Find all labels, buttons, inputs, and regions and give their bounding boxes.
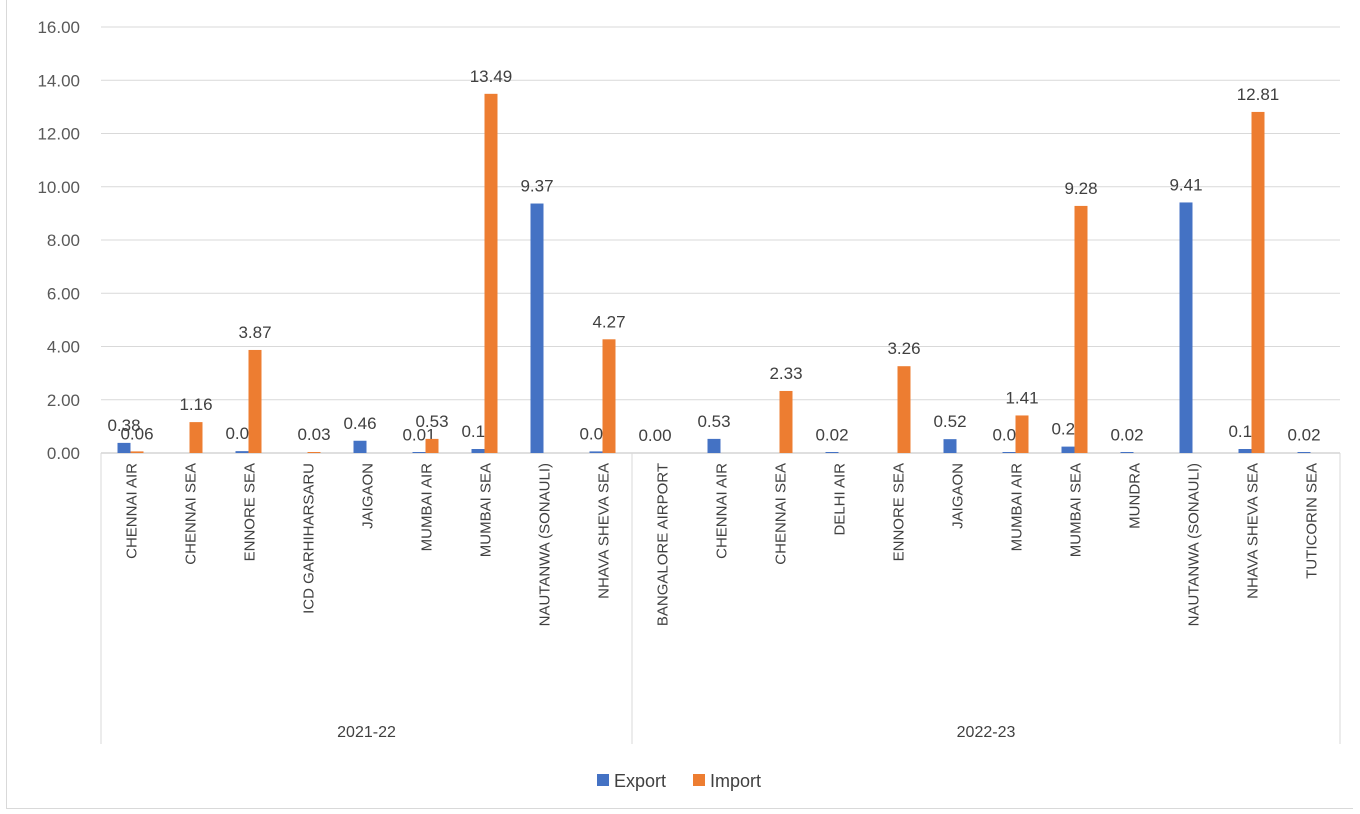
bar-export [117,442,131,453]
data-label-import: 13.49 [470,67,513,86]
group-label: 2021-22 [337,724,396,741]
bar-export [235,451,249,453]
data-label-export: 0.02 [815,425,848,444]
bar-export [1002,452,1016,453]
bar-import [602,339,616,453]
data-label-export: 9.41 [1169,175,1202,194]
bar-export [825,452,839,453]
data-label-export: 0.38 [107,416,140,435]
category-label: MUNDRA [1127,463,1144,529]
y-tick-label: 10.00 [37,178,80,197]
bar-export [412,452,426,453]
data-label-export: 0.52 [933,412,966,431]
data-label-import: 2.33 [769,364,802,383]
bar-import [425,438,439,453]
data-label-export: 0.02 [1110,425,1143,444]
chart-frame [6,0,1353,809]
category-label: ENNORE SEA [242,463,259,561]
bar-import [779,390,793,453]
data-label-export: 0.46 [343,414,376,433]
y-tick-label: 6.00 [47,284,80,303]
y-tick-label: 0.00 [47,444,80,463]
bar-export [1120,452,1134,453]
bar-import [248,349,262,453]
y-tick-label: 4.00 [47,338,80,357]
category-label: NHAVA SHEVA SEA [596,463,613,599]
bar-import [1074,205,1088,453]
category-label: ICD GARHIHARSARU [301,463,318,614]
data-label-import: 4.27 [592,312,625,331]
category-label: CHENNAI AIR [124,463,141,559]
data-label-import: 0.03 [297,425,330,444]
data-label-export: 0.53 [697,412,730,431]
bar-export [1179,202,1193,453]
category-label: ENNORE SEA [891,463,908,561]
bar-export [1238,449,1252,453]
group-label: 2022-23 [957,724,1016,741]
category-label: NHAVA SHEVA SEA [1245,463,1262,599]
data-label-import: 12.81 [1237,85,1280,104]
data-label-export: 9.37 [520,177,553,196]
y-tick-label: 2.00 [47,391,80,410]
bar-import [130,451,144,453]
data-label-import: 9.28 [1064,179,1097,198]
y-tick-label: 12.00 [37,125,80,144]
category-label: JAIGAON [950,463,967,529]
category-label: TUTICORIN SEA [1304,463,1321,579]
category-label: CHENNAI SEA [773,463,790,565]
bar-export [471,449,485,453]
category-label: MUMBAI SEA [1068,463,1085,557]
category-label: NAUTANWA (SONAULI) [537,463,554,626]
bar-export [707,438,721,453]
bar-import [897,366,911,453]
bar-export [1297,452,1311,453]
data-label-import: 3.26 [887,339,920,358]
bar-export [943,439,957,453]
category-label: MUMBAI AIR [1009,463,1026,552]
y-tick-label: 8.00 [47,231,80,250]
legend-label-import: Import [710,771,761,791]
category-label: BANGALORE AIRPORT [655,463,672,626]
legend-label-export: Export [614,771,666,791]
category-label: NAUTANWA (SONAULI) [1186,463,1203,626]
data-label-import: 1.41 [1005,388,1038,407]
data-label-import: 3.87 [238,323,271,342]
bar-import [1251,111,1265,453]
data-label-import: 0.53 [415,412,448,431]
y-tick-label: 14.00 [37,71,80,90]
data-label-export: 0.00 [638,426,671,445]
bar-export [353,440,367,453]
category-label: MUMBAI SEA [478,463,495,557]
bar-import [189,422,203,453]
category-label: DELHI AIR [832,463,849,536]
bar-export [589,451,603,453]
legend-swatch-export [597,774,609,786]
data-label-import: 0.06 [120,424,153,443]
bar-export [1061,446,1075,453]
category-label: JAIGAON [360,463,377,529]
bar-import [307,452,321,453]
category-label: MUMBAI AIR [419,463,436,552]
bar-import [484,93,498,454]
category-label: CHENNAI SEA [183,463,200,565]
bar-export [530,203,544,453]
category-label: CHENNAI AIR [714,463,731,559]
data-label-import: 1.16 [179,395,212,414]
legend-swatch-import [693,774,705,786]
y-tick-label: 16.00 [37,18,80,37]
bar-import [1015,415,1029,453]
data-label-export: 0.02 [1287,425,1320,444]
